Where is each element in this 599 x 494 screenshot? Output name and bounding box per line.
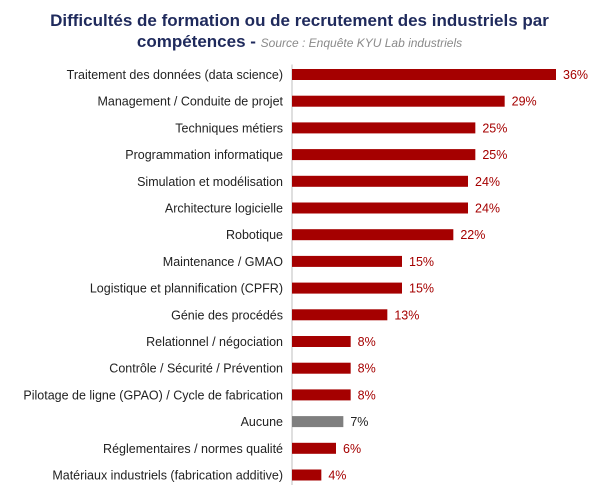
chart-title: Difficultés de formation ou de recruteme… (0, 10, 599, 54)
chart-title-line-1: Difficultés de formation ou de recruteme… (50, 11, 549, 30)
category-label: Traitement des données (data science) (67, 68, 283, 82)
value-label: 25% (482, 148, 507, 162)
value-label: 8% (358, 388, 376, 402)
title-separator: - (245, 32, 261, 51)
value-label: 13% (394, 308, 419, 322)
bars-group: Traitement des données (data science) 36%… (23, 68, 588, 483)
value-label: 15% (409, 282, 434, 296)
value-label: 7% (350, 415, 368, 429)
value-label: 24% (475, 202, 500, 216)
value-label: 6% (343, 442, 361, 456)
bar (292, 336, 351, 347)
category-label: Programmation informatique (125, 148, 283, 162)
bar (292, 149, 476, 161)
category-label: Robotique (226, 228, 283, 242)
bar (292, 282, 402, 294)
category-label: Génie des procédés (171, 308, 283, 322)
bar (292, 95, 505, 107)
category-label: Maintenance / GMAO (163, 255, 283, 269)
value-label: 24% (475, 175, 500, 189)
bar (292, 255, 402, 267)
category-label: Techniques métiers (175, 121, 283, 135)
chart-source: Source : Enquête KYU Lab industriels (260, 36, 463, 50)
value-label: 22% (460, 228, 485, 242)
category-label: Aucune (241, 415, 283, 429)
category-label: Management / Conduite de projet (97, 95, 283, 109)
bar (292, 175, 468, 187)
bar (292, 389, 351, 401)
value-label: 8% (358, 335, 376, 349)
bar (292, 362, 351, 374)
value-label: 36% (563, 68, 588, 82)
category-label: Architecture logicielle (165, 202, 283, 216)
bar (292, 229, 454, 241)
category-label: Relationnel / négociation (146, 335, 283, 349)
category-label: Contrôle / Sécurité / Prévention (109, 362, 283, 376)
category-label: Réglementaires / normes qualité (103, 442, 283, 456)
bar (292, 442, 336, 454)
value-label: 8% (358, 362, 376, 376)
value-label: 29% (512, 95, 537, 109)
category-label: Logistique et plannification (CPFR) (90, 282, 283, 296)
category-label: Simulation et modélisation (137, 175, 283, 189)
bar (292, 202, 468, 214)
value-label: 4% (328, 469, 346, 483)
bar (292, 309, 388, 321)
bar (292, 469, 322, 481)
category-label: Pilotage de ligne (GPAO) / Cycle de fabr… (23, 388, 283, 402)
chart-title-line-2: compétences (136, 32, 246, 51)
bar (292, 416, 344, 428)
value-label: 15% (409, 255, 434, 269)
bar (292, 69, 556, 80)
value-label: 25% (482, 121, 507, 135)
bar (292, 122, 476, 134)
category-label: Matériaux industriels (fabrication addit… (52, 469, 283, 483)
